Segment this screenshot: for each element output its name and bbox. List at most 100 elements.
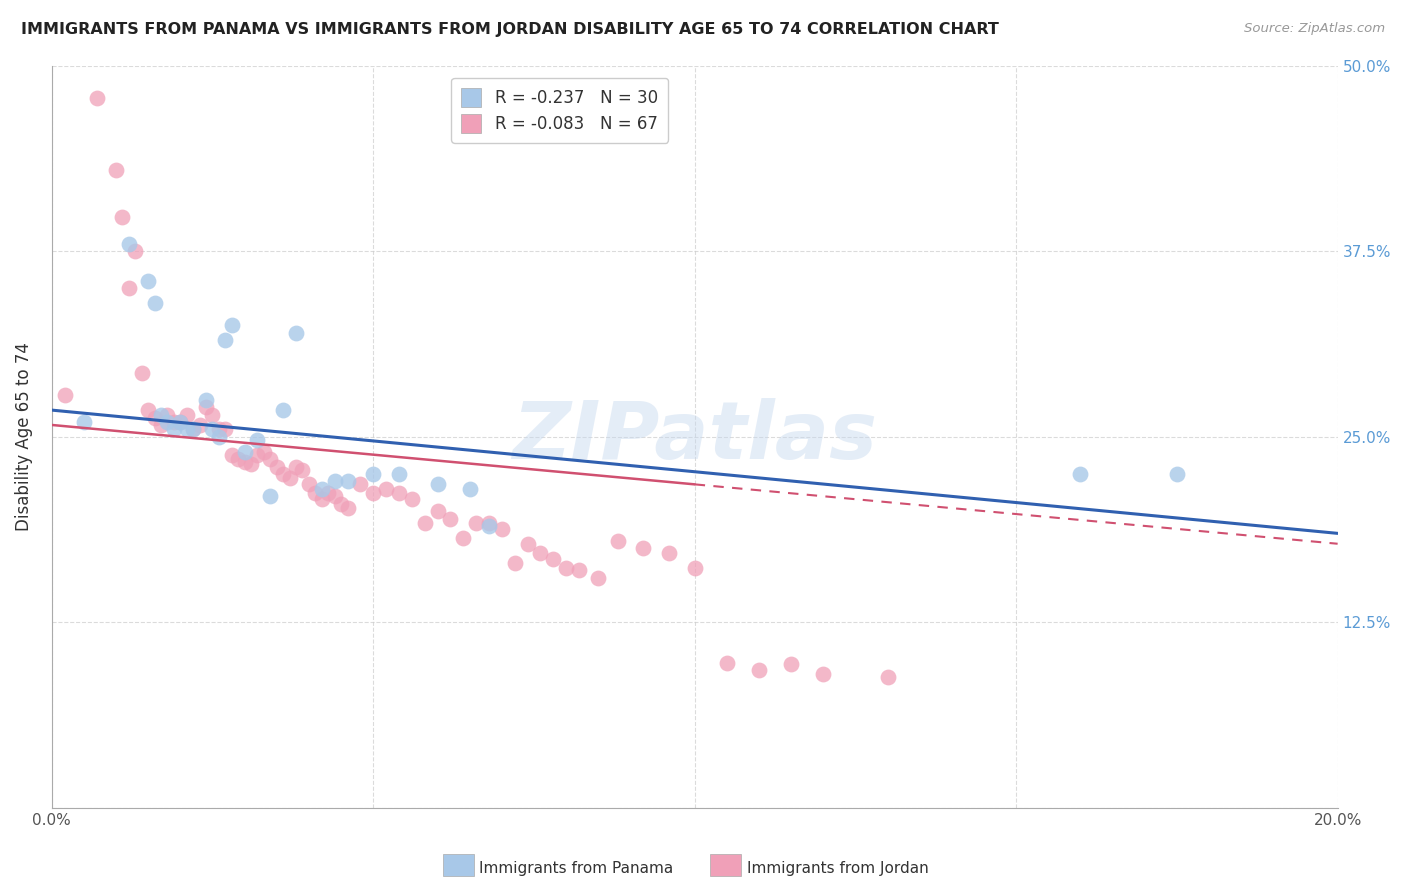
Point: [361, 467, 384, 481]
Point: [176, 422, 198, 436]
Point: [658, 546, 681, 560]
Point: [233, 444, 256, 458]
Point: [541, 551, 564, 566]
Point: [633, 541, 655, 556]
Point: [233, 455, 256, 469]
Point: [53, 388, 76, 402]
Point: [361, 486, 384, 500]
Point: [176, 408, 198, 422]
Point: [323, 489, 346, 503]
Point: [426, 504, 449, 518]
Point: [246, 433, 269, 447]
Point: [451, 531, 474, 545]
Point: [413, 516, 436, 530]
Point: [336, 475, 359, 489]
Point: [311, 492, 333, 507]
Point: [143, 410, 166, 425]
Point: [291, 462, 314, 476]
Point: [150, 417, 173, 432]
Point: [298, 477, 321, 491]
Point: [201, 408, 224, 422]
Point: [285, 459, 308, 474]
Point: [586, 571, 609, 585]
Point: [111, 210, 134, 224]
Point: [163, 415, 186, 429]
Point: [208, 430, 231, 444]
Point: [439, 511, 461, 525]
Point: [266, 459, 288, 474]
Point: [683, 560, 706, 574]
Text: Immigrants from Panama: Immigrants from Panama: [479, 862, 673, 876]
Point: [349, 477, 371, 491]
Point: [1069, 467, 1091, 481]
Point: [156, 415, 179, 429]
Point: [86, 91, 108, 105]
Point: [465, 516, 488, 530]
Point: [163, 422, 186, 436]
Point: [388, 486, 411, 500]
Point: [330, 497, 353, 511]
Point: [240, 457, 263, 471]
Point: [246, 448, 269, 462]
Point: [426, 477, 449, 491]
Point: [253, 444, 276, 458]
Point: [156, 408, 179, 422]
Point: [568, 564, 591, 578]
Point: [304, 486, 326, 500]
Point: [201, 422, 224, 436]
Point: [221, 448, 243, 462]
Point: [271, 403, 294, 417]
Point: [221, 318, 243, 333]
Point: [606, 533, 628, 548]
Point: [150, 408, 173, 422]
Point: [208, 422, 231, 436]
Point: [195, 392, 218, 407]
Point: [876, 670, 898, 684]
Point: [478, 516, 501, 530]
Point: [780, 657, 803, 671]
Point: [188, 417, 211, 432]
Point: [118, 281, 141, 295]
Point: [214, 334, 236, 348]
Point: [271, 467, 294, 481]
Point: [285, 326, 308, 340]
Point: [716, 656, 738, 670]
Point: [503, 556, 526, 570]
Point: [1166, 467, 1188, 481]
Point: [316, 486, 339, 500]
Text: IMMIGRANTS FROM PANAMA VS IMMIGRANTS FROM JORDAN DISABILITY AGE 65 TO 74 CORRELA: IMMIGRANTS FROM PANAMA VS IMMIGRANTS FRO…: [21, 22, 1000, 37]
Y-axis label: Disability Age 65 to 74: Disability Age 65 to 74: [15, 343, 32, 532]
Point: [136, 403, 159, 417]
Point: [478, 519, 501, 533]
Text: Immigrants from Jordan: Immigrants from Jordan: [747, 862, 928, 876]
Text: ZIPatlas: ZIPatlas: [512, 398, 877, 475]
Point: [124, 244, 146, 259]
Point: [311, 482, 333, 496]
Point: [555, 560, 578, 574]
Point: [195, 400, 218, 414]
Point: [136, 274, 159, 288]
Point: [401, 492, 423, 507]
Point: [458, 482, 481, 496]
Point: [529, 546, 551, 560]
Point: [259, 452, 281, 467]
Point: [105, 162, 128, 177]
Point: [181, 422, 204, 436]
Point: [336, 501, 359, 516]
Point: [118, 236, 141, 251]
Point: [181, 422, 204, 436]
Point: [375, 482, 398, 496]
Point: [143, 296, 166, 310]
Point: [388, 467, 411, 481]
Point: [516, 537, 538, 551]
Legend: R = -0.237   N = 30, R = -0.083   N = 67: R = -0.237 N = 30, R = -0.083 N = 67: [451, 78, 668, 143]
Point: [259, 489, 281, 503]
Point: [323, 475, 346, 489]
Point: [748, 663, 770, 677]
Point: [278, 471, 301, 485]
Point: [813, 667, 835, 681]
Point: [73, 415, 96, 429]
Point: [226, 452, 249, 467]
Point: [169, 415, 191, 429]
Text: Source: ZipAtlas.com: Source: ZipAtlas.com: [1244, 22, 1385, 36]
